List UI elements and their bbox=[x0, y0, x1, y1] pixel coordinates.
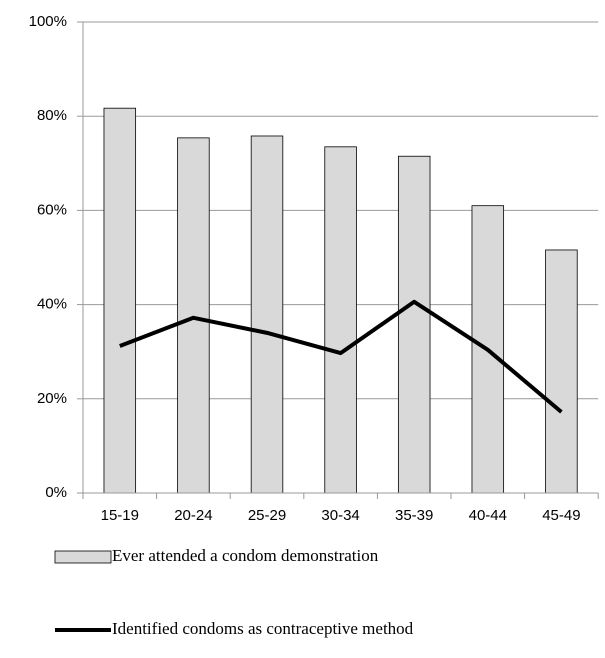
x-tick-label: 45-49 bbox=[542, 507, 580, 524]
y-tick-label: 40% bbox=[37, 296, 67, 313]
x-tick-label: 25-29 bbox=[248, 507, 286, 524]
bar bbox=[545, 249, 578, 494]
bar bbox=[324, 146, 357, 494]
y-tick-label: 100% bbox=[29, 13, 67, 30]
legend-swatch bbox=[54, 550, 112, 564]
line bbox=[119, 299, 563, 414]
x-tick-label: 35-39 bbox=[395, 507, 433, 524]
legend-label: Ever attended a condom demonstration bbox=[112, 546, 379, 565]
y-tick-label: 80% bbox=[37, 107, 67, 124]
x-tick-label: 40-44 bbox=[469, 507, 507, 524]
x-tick-label: 15-19 bbox=[101, 507, 139, 524]
bar bbox=[250, 135, 284, 494]
bar bbox=[397, 155, 431, 494]
legend-label: Identified condoms as contraceptive meth… bbox=[112, 619, 414, 638]
y-tick-label: 60% bbox=[37, 201, 67, 218]
y-tick-label: 20% bbox=[37, 390, 67, 407]
x-tick-label: 30-34 bbox=[321, 507, 359, 524]
y-tick-label: 0% bbox=[45, 484, 67, 501]
bar bbox=[177, 137, 210, 494]
x-tick-label: 20-24 bbox=[174, 507, 212, 524]
bar bbox=[103, 107, 137, 494]
